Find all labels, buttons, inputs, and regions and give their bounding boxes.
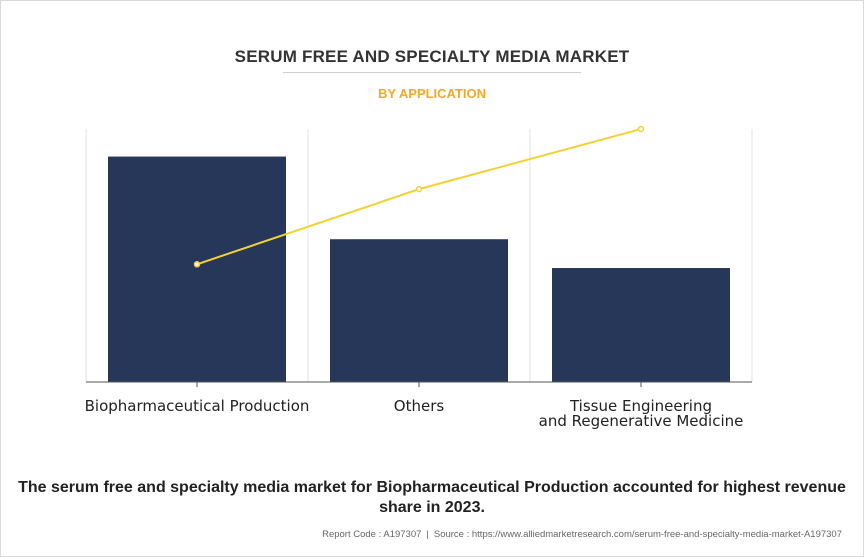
bar: [108, 156, 286, 382]
bar: [330, 239, 508, 382]
source-line: Report Code : A197307 | Source : https://w…: [322, 529, 842, 540]
chart-title: SERUM FREE AND SPECIALTY MEDIA MARKET: [234, 47, 630, 66]
source-url: Source : https://www.alliedmarketresearc…: [433, 529, 842, 540]
x-tick-label: Others: [394, 397, 445, 415]
chart-subtitle: BY APPLICATION: [377, 86, 487, 101]
title-divider: [283, 72, 581, 73]
report-code: Report Code : A197307: [322, 529, 422, 540]
bar: [552, 268, 730, 382]
x-tick-label: Biopharmaceutical Production: [85, 397, 310, 415]
line-point: [193, 261, 201, 268]
x-tick-label: and Regenerative Medicine: [539, 412, 744, 430]
line-point: [637, 125, 645, 133]
chart-summary: The serum free and specialty media marke…: [18, 479, 846, 516]
source-separator: |: [426, 529, 429, 540]
x-tick-label: Tissue Engineering: [569, 397, 712, 415]
line-point: [415, 185, 423, 193]
